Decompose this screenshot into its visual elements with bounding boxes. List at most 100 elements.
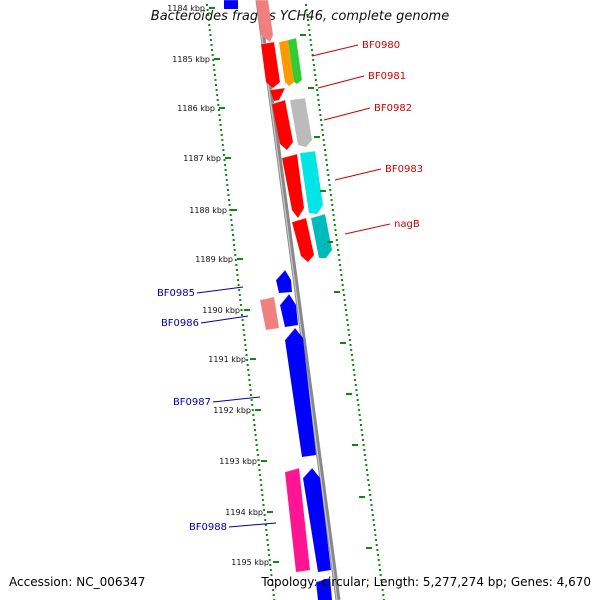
gene-feature-red-forward: [272, 100, 293, 150]
gene-feature-gray-forward: [290, 98, 312, 147]
track-dot: [314, 74, 317, 76]
gene-feature-shine: [284, 327, 296, 341]
track-dot: [207, 19, 210, 21]
track-dot: [305, 9, 308, 11]
track-dot: [232, 239, 235, 241]
track-dot: [271, 584, 274, 586]
track-dot: [221, 144, 224, 146]
track-dot: [213, 74, 216, 76]
track-dot: [364, 459, 367, 461]
track-dot: [216, 94, 219, 96]
gene-feature-shine: [287, 37, 297, 41]
track-dot: [365, 469, 368, 471]
gene-label: nagB: [394, 219, 420, 230]
track-dot: [241, 319, 244, 321]
track-dot: [345, 314, 348, 316]
track-dot: [362, 444, 365, 446]
track-dot: [228, 204, 231, 206]
gene-label: BF0981: [368, 71, 406, 82]
track-dot: [306, 14, 309, 16]
track-dot: [238, 294, 241, 296]
track-dot: [252, 414, 255, 416]
track-dot: [331, 209, 334, 211]
track-dot: [329, 194, 332, 196]
gene-feature-blue-reverse: [303, 468, 331, 572]
gene-feature-blue-reverse: [224, 0, 238, 9]
track-dot: [353, 374, 356, 376]
track-dot: [224, 169, 227, 171]
track-dot: [316, 89, 319, 91]
track-dot: [250, 394, 253, 396]
track-dot: [255, 444, 258, 446]
gene-feature-red-forward: [261, 42, 280, 88]
track-dot: [335, 234, 338, 236]
gene-feature-red-forward: [282, 154, 304, 218]
gene-feature-blue-reverse: [316, 578, 332, 600]
track-dot: [239, 299, 242, 301]
track-dot: [354, 384, 357, 386]
gene-leader-line: [317, 75, 365, 89]
track-dot: [208, 24, 211, 26]
track-dot: [373, 529, 376, 531]
track-dot: [217, 109, 220, 111]
gene-feature-red-forward: [270, 88, 285, 101]
track-dot: [238, 289, 241, 291]
track-dot: [211, 49, 214, 51]
track-dot: [356, 394, 359, 396]
track-dot: [267, 549, 270, 551]
track-dot: [248, 379, 251, 381]
track-dot: [245, 349, 247, 351]
gene-feature-shine: [260, 41, 275, 45]
map-title: Bacteroides fragilis YCH46, complete gen…: [150, 9, 450, 24]
gene-feature-shine: [281, 153, 298, 159]
gene-feature-shine: [310, 213, 326, 219]
track-dot: [216, 99, 219, 101]
gene-leader-line: [323, 107, 371, 121]
track-dot: [362, 439, 364, 441]
track-dot: [268, 554, 271, 556]
track-dot: [331, 204, 334, 206]
track-dot: [207, 14, 210, 16]
gene-label: BF0985: [157, 288, 195, 299]
track-dot: [370, 504, 373, 506]
track-dot: [379, 569, 381, 571]
gene-feature-shine: [259, 296, 275, 301]
gene-label: BF0987: [173, 397, 211, 408]
track-dot: [382, 594, 385, 596]
track-dot: [375, 544, 378, 546]
track-dot: [223, 159, 226, 161]
gene-feature-shine: [289, 97, 306, 101]
gene-feature-shine: [302, 467, 313, 479]
gene-feature-shine: [284, 467, 300, 473]
track-dot: [307, 24, 310, 26]
track-dot: [360, 424, 362, 426]
tick-label: 1192 kbp: [213, 406, 251, 415]
gene-leader-line: [228, 522, 277, 528]
outer-tick-track: [305, 4, 385, 600]
track-dot: [369, 499, 372, 501]
track-dot: [221, 139, 224, 141]
track-dot: [264, 524, 267, 526]
track-dot: [347, 329, 350, 331]
gene-feature-shine: [315, 577, 331, 583]
track-dot: [226, 189, 229, 191]
track-dot: [263, 509, 266, 511]
track-dot: [251, 404, 254, 406]
track-dot: [308, 29, 311, 31]
track-dot: [381, 584, 383, 586]
track-dot: [328, 184, 331, 186]
track-dot: [240, 309, 243, 311]
track-dot: [229, 209, 232, 211]
track-dot: [218, 114, 221, 116]
track-dot: [322, 134, 324, 136]
gene-label: BF0988: [189, 522, 227, 533]
track-dot: [366, 474, 369, 476]
track-dot: [330, 199, 333, 201]
gene-feature-shine: [299, 150, 316, 154]
track-dot: [220, 129, 223, 131]
track-dot: [360, 429, 363, 431]
track-dot: [272, 594, 275, 596]
track-dot: [329, 189, 332, 191]
track-dot: [267, 544, 269, 546]
track-dot: [358, 409, 361, 411]
